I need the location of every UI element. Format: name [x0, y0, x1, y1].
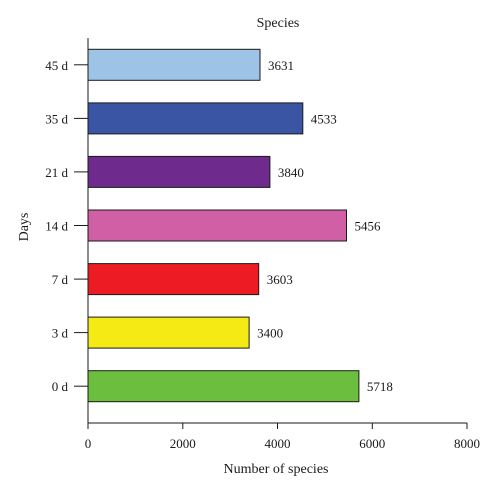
- x-tick-label: 4000: [265, 436, 291, 451]
- y-tick-label: 0 d: [52, 379, 69, 394]
- y-tick-label: 14 d: [45, 219, 68, 234]
- y-axis-title: Days: [17, 213, 32, 242]
- bar-14d: [87, 209, 347, 242]
- y-tick-label: 35 d: [45, 111, 68, 126]
- y-tick-label: 21 d: [45, 165, 68, 180]
- data-label-0d: 5718: [367, 379, 393, 394]
- data-label-45d: 3631: [268, 58, 294, 73]
- bar-45d: [87, 48, 261, 81]
- data-label-21d: 3840: [278, 165, 304, 180]
- x-axis-title: Number of species: [224, 462, 329, 477]
- x-tick-label: 0: [85, 436, 92, 451]
- data-label-14d: 5456: [355, 219, 382, 234]
- x-tick-label: 8000: [454, 436, 480, 451]
- bar-35d: [87, 102, 304, 135]
- bar-labels-group: 3631 4533 3840 5456 3603 3400 5718: [257, 58, 393, 394]
- bar-3d: [87, 316, 250, 349]
- y-tick-label: 45 d: [45, 58, 68, 73]
- bar-7d: [87, 263, 260, 296]
- y-axis: 45 d 35 d 21 d 14 d 7 d 3 d 0 d: [45, 38, 89, 423]
- y-tick-label: 7 d: [52, 272, 69, 287]
- bars-group: [87, 48, 360, 403]
- chart-title: Species: [257, 16, 300, 31]
- x-tick-label: 2000: [170, 436, 196, 451]
- bar-0d: [87, 370, 360, 403]
- y-tick-label: 3 d: [52, 326, 69, 341]
- bar-21d: [87, 155, 271, 188]
- data-label-3d: 3400: [257, 326, 283, 341]
- data-label-7d: 3603: [267, 272, 293, 287]
- x-axis: 0 2000 4000 6000 8000: [85, 422, 480, 451]
- data-label-35d: 4533: [311, 111, 337, 126]
- x-tick-label: 6000: [359, 436, 385, 451]
